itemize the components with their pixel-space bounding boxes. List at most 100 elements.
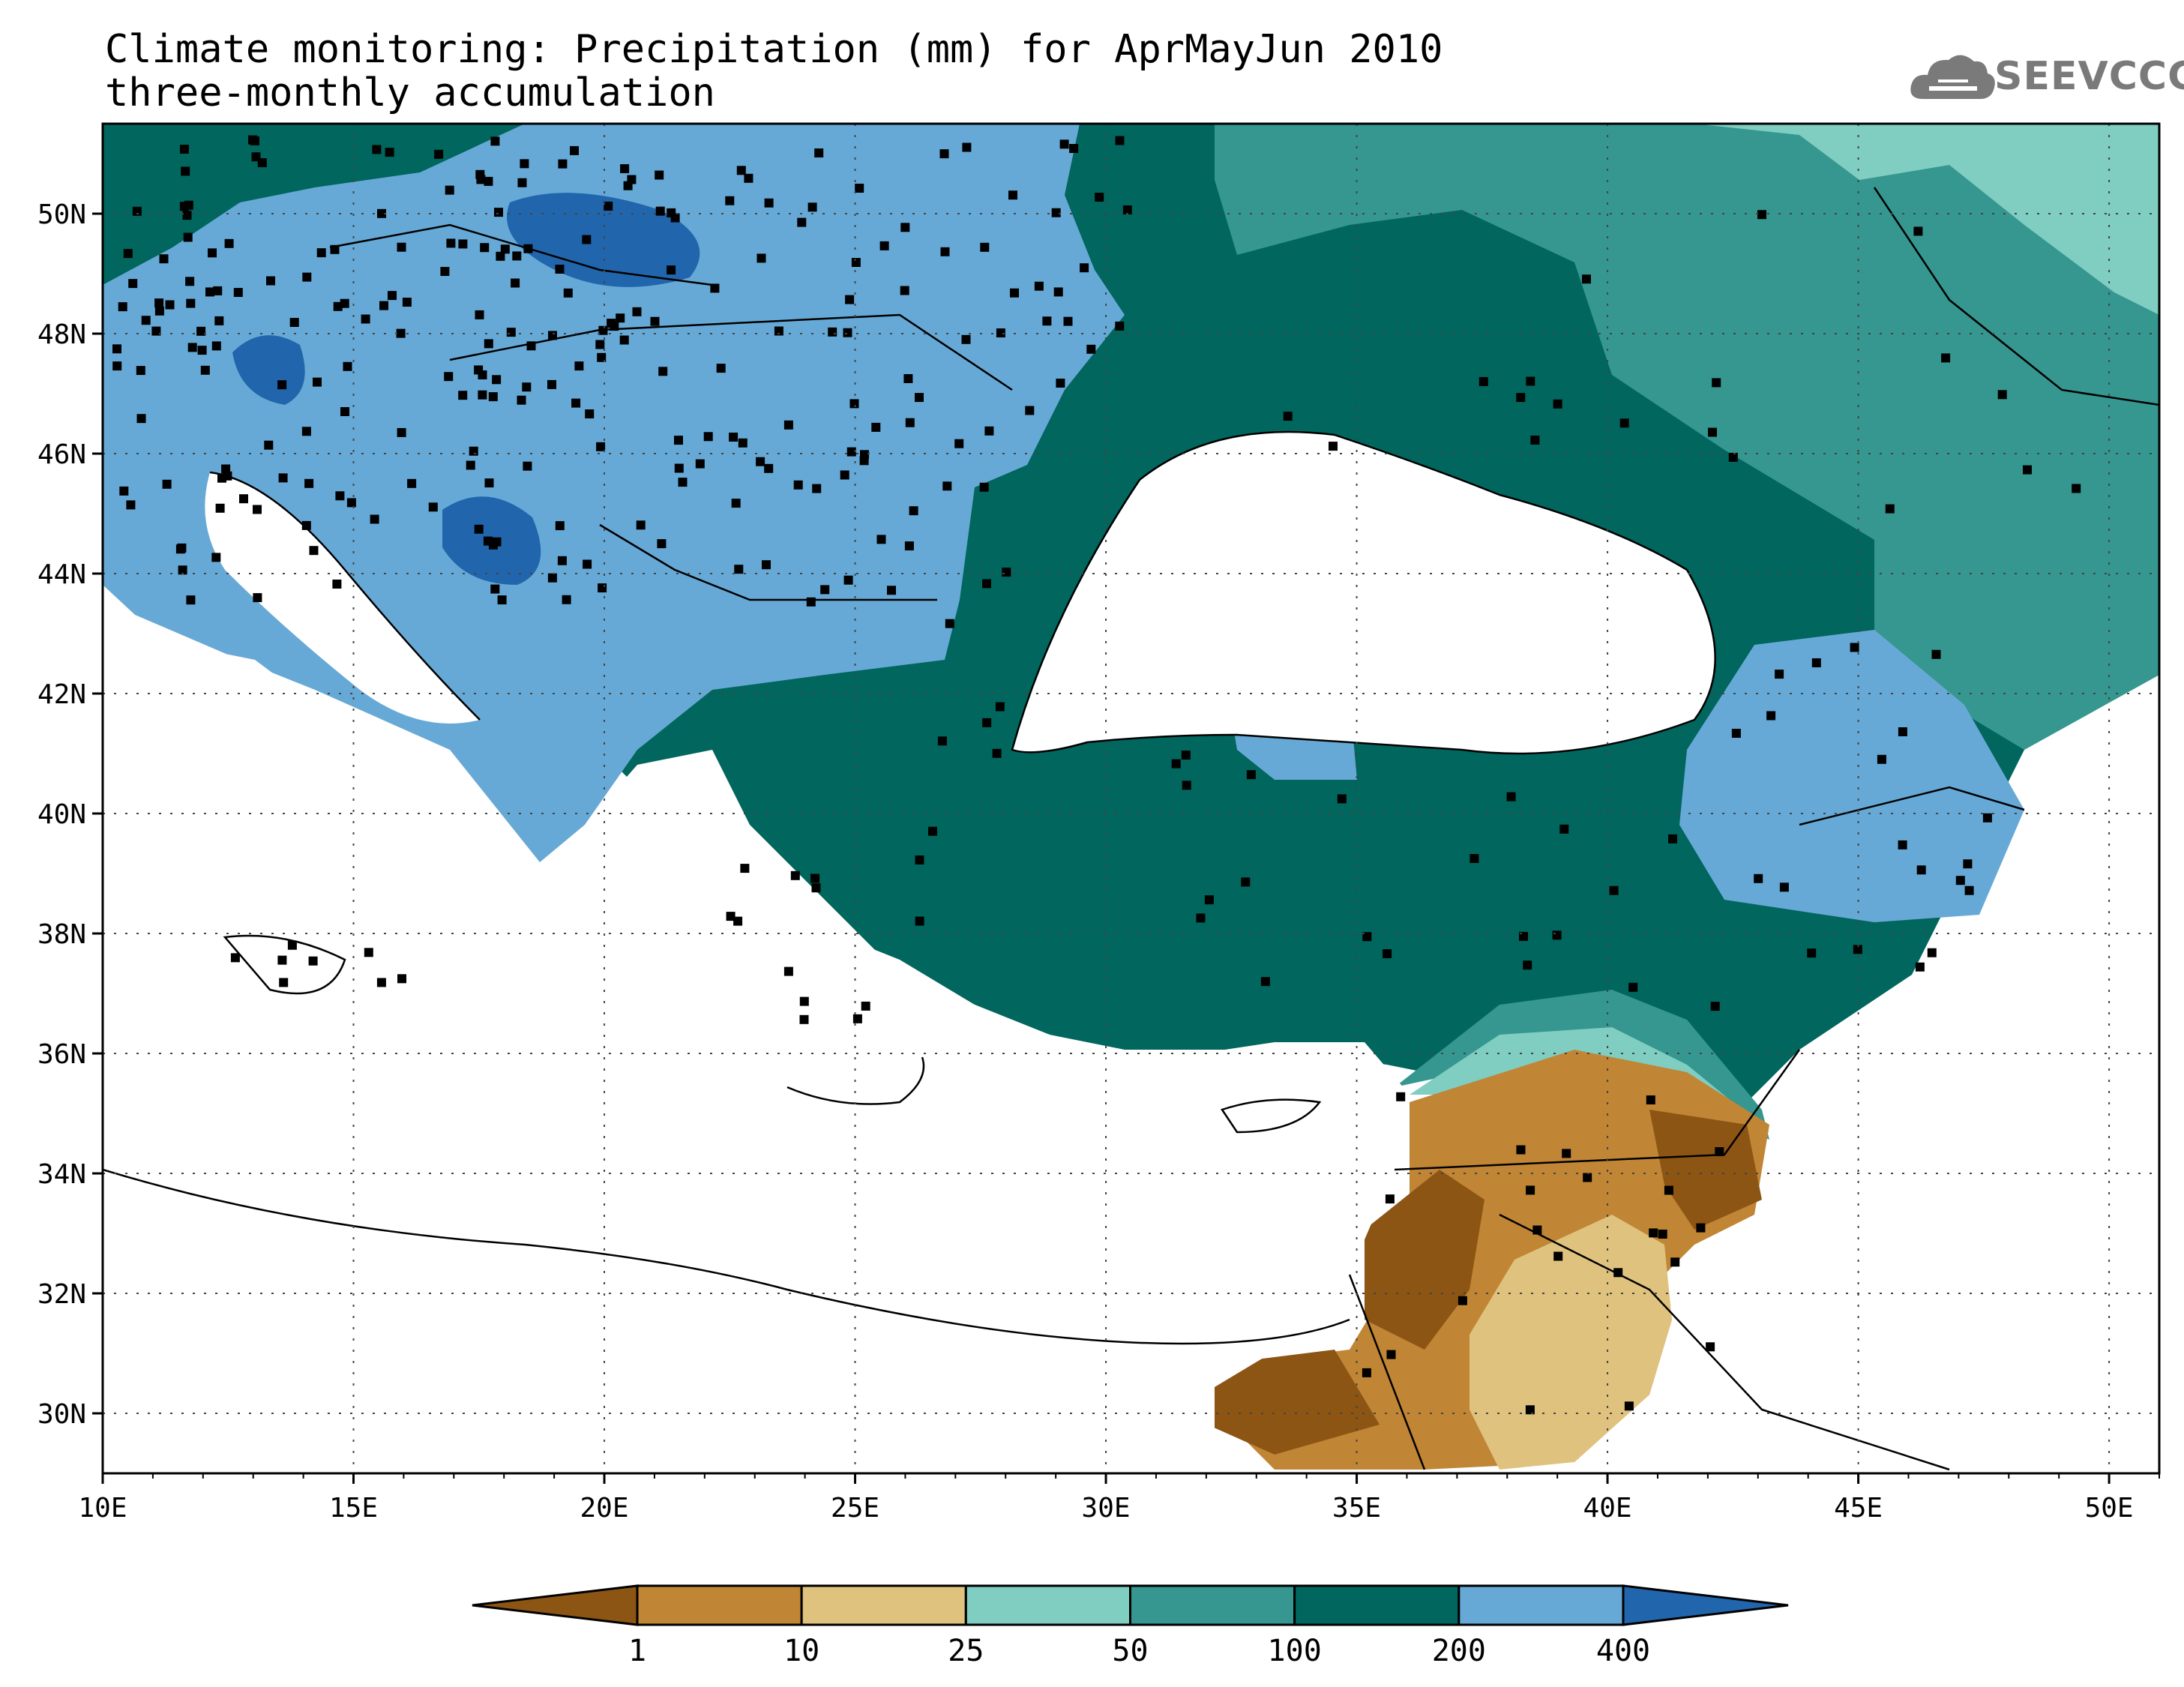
station-marker bbox=[658, 367, 668, 376]
station-marker bbox=[557, 556, 567, 565]
station-marker bbox=[851, 258, 861, 267]
station-marker bbox=[1927, 948, 1937, 957]
station-marker bbox=[1516, 1145, 1526, 1155]
field-100-east bbox=[1215, 124, 2159, 750]
station-marker bbox=[1877, 754, 1886, 764]
station-marker bbox=[574, 361, 584, 371]
station-marker bbox=[849, 399, 859, 409]
station-marker bbox=[492, 375, 502, 385]
station-marker bbox=[1609, 885, 1619, 895]
station-marker bbox=[469, 446, 478, 456]
station-marker bbox=[828, 327, 837, 337]
station-marker bbox=[762, 560, 771, 570]
station-marker bbox=[512, 251, 522, 261]
station-marker bbox=[733, 916, 743, 926]
station-marker bbox=[1008, 190, 1017, 200]
station-marker bbox=[434, 149, 444, 159]
station-marker bbox=[126, 500, 136, 510]
station-marker bbox=[500, 244, 510, 254]
station-marker bbox=[756, 457, 765, 466]
station-marker bbox=[1807, 948, 1817, 958]
station-marker bbox=[756, 253, 766, 263]
station-marker bbox=[1766, 711, 1776, 721]
station-marker bbox=[458, 391, 468, 400]
station-marker bbox=[598, 325, 608, 335]
station-marker bbox=[1337, 794, 1347, 804]
station-marker bbox=[277, 955, 287, 965]
station-marker bbox=[445, 185, 454, 195]
station-marker bbox=[340, 298, 349, 308]
station-marker bbox=[814, 148, 824, 157]
station-marker bbox=[962, 142, 972, 152]
station-marker bbox=[583, 559, 592, 569]
station-marker bbox=[596, 442, 606, 451]
lat-tick-label: 32N bbox=[37, 1279, 86, 1310]
station-marker bbox=[1069, 144, 1079, 153]
station-marker bbox=[667, 265, 676, 275]
station-marker bbox=[1613, 1268, 1623, 1278]
lat-tick-label: 38N bbox=[37, 919, 86, 950]
station-marker bbox=[942, 481, 952, 491]
station-marker bbox=[1708, 427, 1717, 437]
station-marker bbox=[287, 940, 297, 950]
station-marker bbox=[517, 178, 527, 187]
station-marker bbox=[214, 316, 224, 325]
station-marker bbox=[213, 286, 223, 295]
station-marker bbox=[397, 427, 406, 437]
station-marker bbox=[239, 494, 248, 504]
lat-tick-label: 40N bbox=[37, 799, 86, 830]
station-marker bbox=[251, 152, 261, 162]
station-marker bbox=[517, 395, 526, 405]
station-marker bbox=[710, 283, 720, 293]
station-marker bbox=[1664, 1185, 1673, 1195]
station-marker bbox=[979, 482, 989, 492]
station-marker bbox=[1385, 1194, 1395, 1204]
station-marker bbox=[112, 344, 121, 354]
station-marker bbox=[738, 438, 747, 448]
colorbar-label: 1 bbox=[628, 1634, 646, 1668]
station-marker bbox=[1056, 379, 1065, 388]
station-marker bbox=[475, 310, 484, 319]
station-marker bbox=[716, 364, 726, 373]
station-marker bbox=[555, 521, 565, 531]
station-marker bbox=[900, 223, 910, 232]
station-marker bbox=[221, 464, 231, 474]
station-marker bbox=[215, 503, 225, 513]
station-marker bbox=[388, 291, 397, 301]
station-marker bbox=[571, 398, 581, 408]
lon-tick-label: 30E bbox=[1082, 1493, 1131, 1524]
station-marker bbox=[376, 978, 386, 987]
station-marker bbox=[446, 238, 456, 248]
station-marker bbox=[1086, 344, 1096, 354]
station-marker bbox=[1396, 1092, 1406, 1101]
station-marker bbox=[197, 346, 207, 355]
station-marker bbox=[1171, 759, 1181, 769]
gridlines bbox=[103, 124, 2159, 1473]
colorbar-label: 100 bbox=[1268, 1634, 1322, 1668]
station-marker bbox=[488, 392, 498, 402]
station-marker bbox=[1931, 649, 1941, 659]
station-marker bbox=[476, 175, 486, 184]
station-marker bbox=[1754, 873, 1763, 883]
station-marker bbox=[620, 164, 630, 173]
station-marker bbox=[1260, 977, 1270, 987]
station-marker bbox=[582, 235, 592, 244]
station-marker bbox=[211, 553, 221, 562]
colorbar-segment bbox=[636, 1584, 803, 1626]
station-marker bbox=[843, 575, 853, 585]
station-marker bbox=[843, 328, 852, 337]
station-marker bbox=[316, 248, 326, 258]
station-marker bbox=[903, 374, 913, 383]
station-marker bbox=[799, 1014, 809, 1024]
station-marker bbox=[264, 440, 274, 450]
station-marker bbox=[1583, 1173, 1592, 1182]
station-marker bbox=[623, 181, 633, 190]
station-marker bbox=[674, 463, 684, 473]
station-marker bbox=[1731, 729, 1741, 738]
station-marker bbox=[186, 595, 196, 605]
station-marker bbox=[812, 484, 822, 493]
station-marker bbox=[340, 407, 349, 416]
station-marker bbox=[402, 298, 412, 307]
station-marker bbox=[1779, 882, 1789, 892]
station-marker bbox=[915, 916, 924, 926]
